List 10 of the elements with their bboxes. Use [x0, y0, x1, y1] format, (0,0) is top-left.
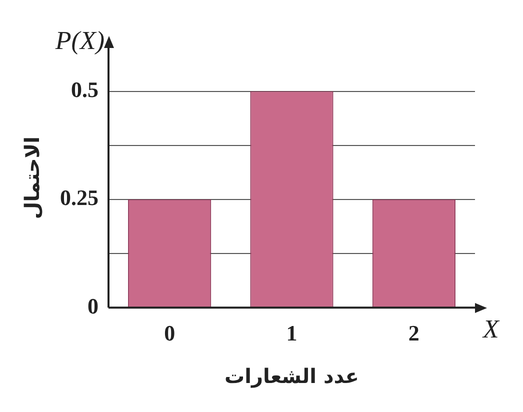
- text: X: [482, 314, 500, 344]
- x-axis-title: عدد الشعارات: [224, 364, 359, 388]
- x-tick-label: 2: [408, 320, 420, 346]
- y-tick-label: 0.5: [71, 76, 98, 102]
- y-tick-label: 0.25: [60, 185, 98, 210]
- y-axis-title: الاحتمال: [20, 136, 44, 220]
- text: P(X): [54, 26, 104, 55]
- x-tick-label: 1: [286, 320, 298, 346]
- x-tick-label: 0: [164, 320, 176, 346]
- y-tick-label: 0: [88, 293, 98, 318]
